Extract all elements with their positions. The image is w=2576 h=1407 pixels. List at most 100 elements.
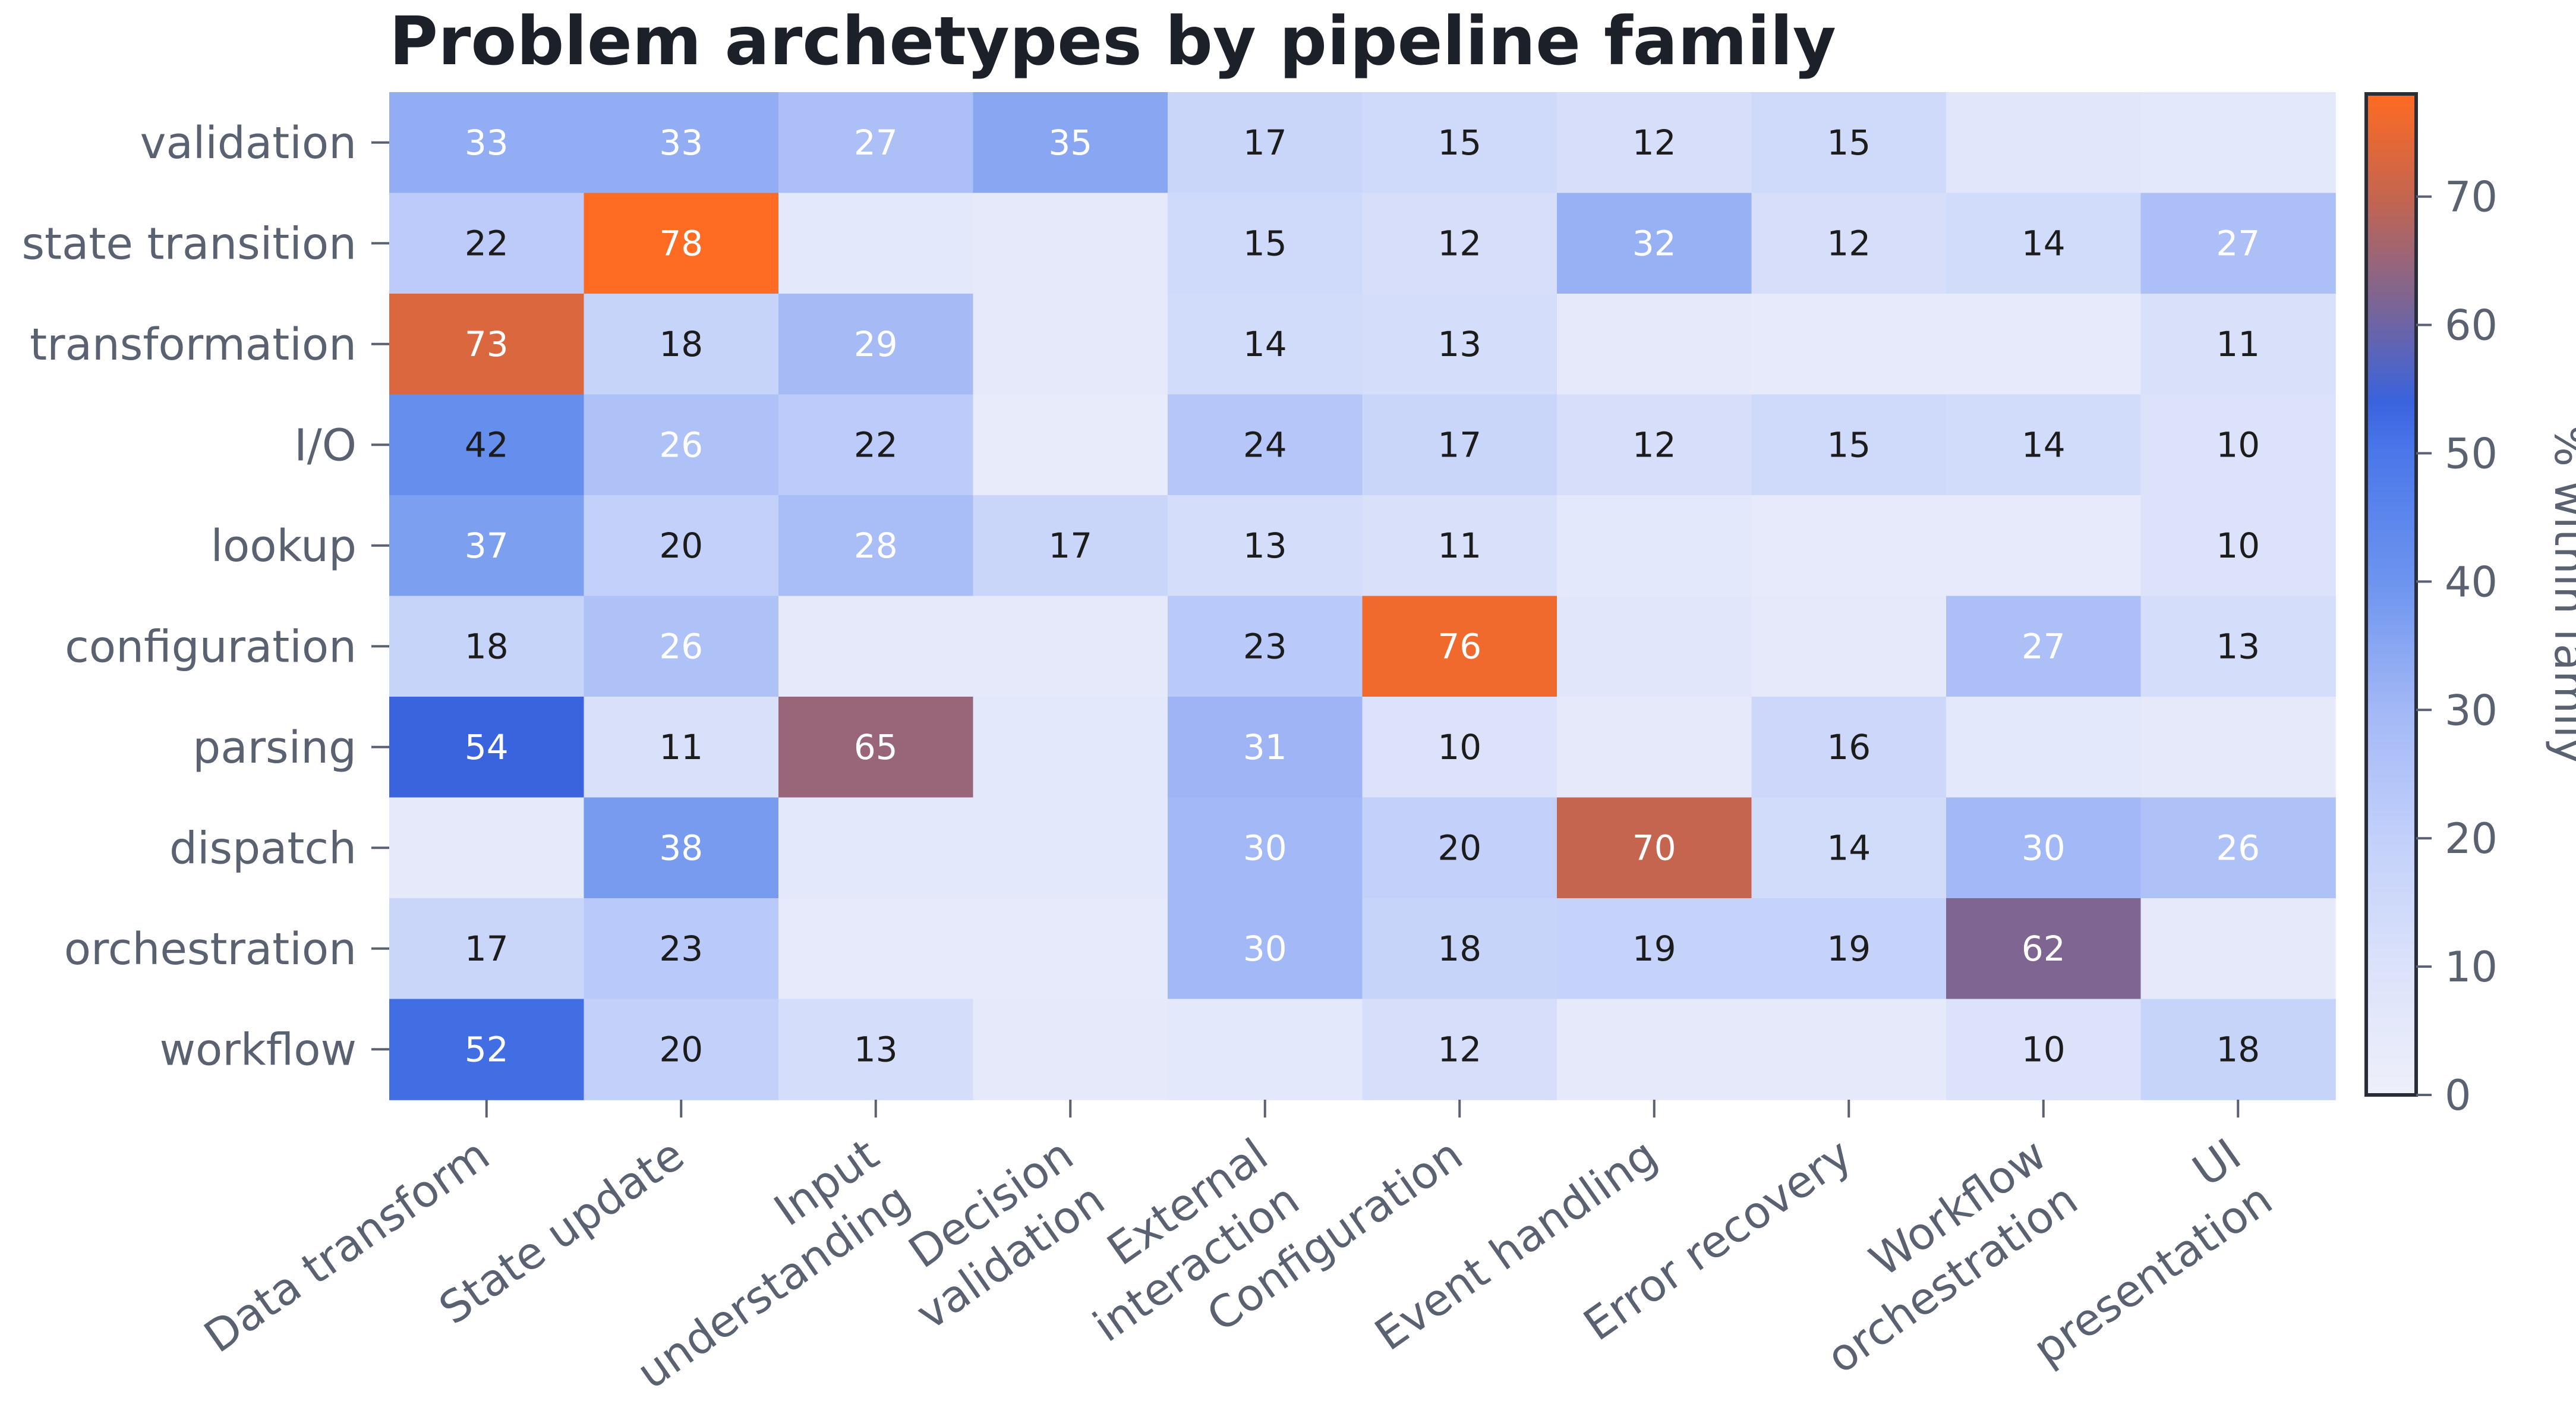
cell-value-label: 14 xyxy=(1827,827,1871,868)
cell-value-label: 11 xyxy=(2216,324,2260,364)
colorbar-gradient xyxy=(2364,92,2418,1097)
cell-value-label: 12 xyxy=(1632,122,1676,163)
heatmap-cell xyxy=(778,797,974,899)
row-label: validation xyxy=(140,118,357,169)
cell-value-label: 14 xyxy=(2022,223,2066,263)
heatmap-cell xyxy=(778,596,974,697)
heatmap-cell xyxy=(1168,596,1363,697)
cell-value-label: 30 xyxy=(2022,827,2066,868)
heatmap-cell xyxy=(1751,193,1947,294)
colorbar-tick-label: 0 xyxy=(2445,1071,2471,1120)
heatmap-cell xyxy=(1557,898,1752,1000)
cell-value-label: 18 xyxy=(1437,928,1481,969)
heatmap-cell xyxy=(1751,596,1947,697)
cell-value-label: 17 xyxy=(1048,525,1092,566)
heatmap-cell xyxy=(1946,797,2142,899)
heatmap-cell xyxy=(1168,294,1363,395)
heatmap-cell xyxy=(1168,797,1363,899)
heatmap-cell xyxy=(1946,495,2142,597)
heatmap-cell xyxy=(1362,596,1557,697)
cell-value-label: 23 xyxy=(1243,626,1287,666)
heatmap-cell xyxy=(2140,193,2336,294)
heatmap-cell xyxy=(2140,797,2336,899)
heatmap-cell xyxy=(1946,92,2142,194)
cell-value-label: 18 xyxy=(465,626,509,666)
heatmap-cell xyxy=(2140,999,2336,1100)
heatmap-cell xyxy=(778,193,974,294)
heatmap-cell xyxy=(2140,294,2336,395)
cell-value-label: 70 xyxy=(1632,827,1676,868)
cell-value-label: 12 xyxy=(1632,424,1676,465)
heatmap-cell xyxy=(584,797,779,899)
colorbar-tick-label: 50 xyxy=(2445,430,2498,479)
cell-value-label: 12 xyxy=(1827,223,1871,263)
heatmap-cell xyxy=(584,697,779,798)
cell-value-label: 76 xyxy=(1437,626,1481,666)
cell-value-label: 28 xyxy=(854,525,898,566)
heatmap-cell xyxy=(1557,193,1752,294)
column-label: Externalinteraction xyxy=(1053,1129,1309,1352)
row-label: transformation xyxy=(30,319,357,370)
cell-value-label: 37 xyxy=(465,525,509,566)
heatmap-cell xyxy=(1946,596,2142,697)
cell-value-label: 15 xyxy=(1827,122,1871,163)
cell-value-label: 26 xyxy=(2216,827,2260,868)
cell-value-label: 10 xyxy=(2216,525,2260,566)
heatmap-cell xyxy=(584,495,779,597)
cell-value-label: 12 xyxy=(1437,223,1481,263)
cell-value-label: 22 xyxy=(854,424,898,465)
colorbar-tick-label: 10 xyxy=(2445,943,2498,991)
cell-value-label: 24 xyxy=(1243,424,1287,465)
heatmap-cell xyxy=(1557,495,1752,597)
cell-value-label: 35 xyxy=(1048,122,1092,163)
cell-value-label: 26 xyxy=(659,626,703,666)
heatmap-cell xyxy=(973,797,1168,899)
colorbar-tick-label: 30 xyxy=(2445,686,2498,735)
heatmap-cell xyxy=(1557,294,1752,395)
cell-value-label: 20 xyxy=(1437,827,1481,868)
heatmap-cell xyxy=(1946,294,2142,395)
heatmap-cell xyxy=(1557,394,1752,496)
heatmap-cell xyxy=(973,596,1168,697)
cell-value-label: 11 xyxy=(659,727,703,767)
cell-value-label: 15 xyxy=(1437,122,1481,163)
cell-value-label: 19 xyxy=(1632,928,1676,969)
heatmap-cell xyxy=(973,294,1168,395)
cell-value-label: 65 xyxy=(854,727,898,767)
heatmap-cell xyxy=(1751,898,1947,1000)
row-label: configuration xyxy=(65,621,357,672)
cell-value-label: 18 xyxy=(659,324,703,364)
cell-value-label: 38 xyxy=(659,827,703,868)
chart-title: Problem archetypes by pipeline family xyxy=(389,3,1836,80)
heatmap-cell xyxy=(1168,898,1363,1000)
heatmap-cell xyxy=(2140,495,2336,597)
heatmap-cell xyxy=(1362,999,1557,1100)
heatmap-cell xyxy=(778,495,974,597)
column-label: Data transform xyxy=(196,1129,499,1362)
column-label: Decisionvalidation xyxy=(876,1129,1114,1340)
heatmap-cell xyxy=(973,92,1168,194)
colorbar-tick-label: 20 xyxy=(2445,814,2498,863)
heatmap-cell xyxy=(973,394,1168,496)
cell-value-label: 42 xyxy=(465,424,509,465)
heatmap-cell xyxy=(389,596,585,697)
heatmap-cell xyxy=(1557,697,1752,798)
cell-value-label: 20 xyxy=(659,1029,703,1069)
cell-value-label: 20 xyxy=(659,525,703,566)
cell-value-label: 10 xyxy=(2216,424,2260,465)
cell-value-label: 13 xyxy=(1243,525,1287,566)
cell-value-label: 17 xyxy=(465,928,509,969)
cell-value-label: 10 xyxy=(2022,1029,2066,1069)
heatmap-cell xyxy=(778,697,974,798)
heatmap-cell xyxy=(389,797,585,899)
cell-value-label: 13 xyxy=(854,1029,898,1069)
heatmap-cell xyxy=(389,898,585,1000)
heatmap-cell xyxy=(1751,697,1947,798)
heatmap-cell xyxy=(1362,92,1557,194)
cell-value-label: 10 xyxy=(1437,727,1481,767)
heatmap-cell xyxy=(1362,898,1557,1000)
heatmap-cell xyxy=(2140,596,2336,697)
heatmap-cell xyxy=(1751,294,1947,395)
heatmap-cell xyxy=(973,697,1168,798)
